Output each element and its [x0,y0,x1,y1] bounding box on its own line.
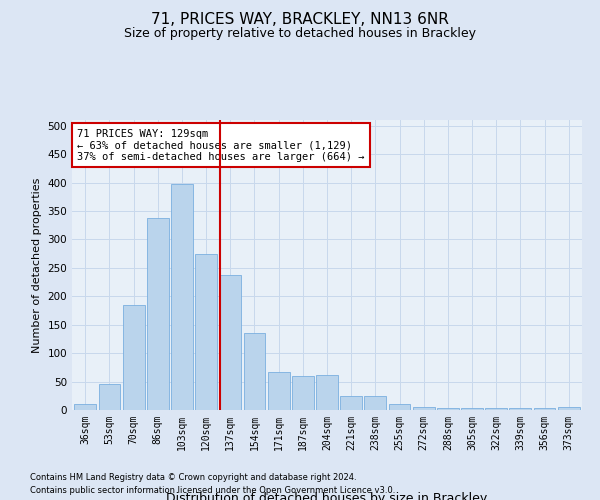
Text: 71, PRICES WAY, BRACKLEY, NN13 6NR: 71, PRICES WAY, BRACKLEY, NN13 6NR [151,12,449,28]
Text: Contains HM Land Registry data © Crown copyright and database right 2024.: Contains HM Land Registry data © Crown c… [30,474,356,482]
Bar [364,396,386,410]
Bar [268,372,290,410]
Bar [98,384,121,410]
Bar [123,305,145,410]
Bar [220,274,241,410]
Y-axis label: Number of detached properties: Number of detached properties [32,178,42,352]
X-axis label: Distribution of detached houses by size in Brackley: Distribution of detached houses by size … [166,492,488,500]
Bar [413,407,434,410]
Text: Size of property relative to detached houses in Brackley: Size of property relative to detached ho… [124,28,476,40]
Text: 71 PRICES WAY: 129sqm
← 63% of detached houses are smaller (1,129)
37% of semi-d: 71 PRICES WAY: 129sqm ← 63% of detached … [77,128,365,162]
Bar [509,408,531,410]
Bar [389,404,410,410]
Bar [461,408,483,410]
Text: Contains public sector information licensed under the Open Government Licence v3: Contains public sector information licen… [30,486,395,495]
Bar [533,408,556,410]
Bar [195,254,217,410]
Bar [316,374,338,410]
Bar [292,376,314,410]
Bar [340,396,362,410]
Bar [147,218,169,410]
Bar [244,333,265,410]
Bar [171,184,193,410]
Bar [558,407,580,410]
Bar [74,404,96,410]
Bar [437,408,459,410]
Bar [485,408,507,410]
